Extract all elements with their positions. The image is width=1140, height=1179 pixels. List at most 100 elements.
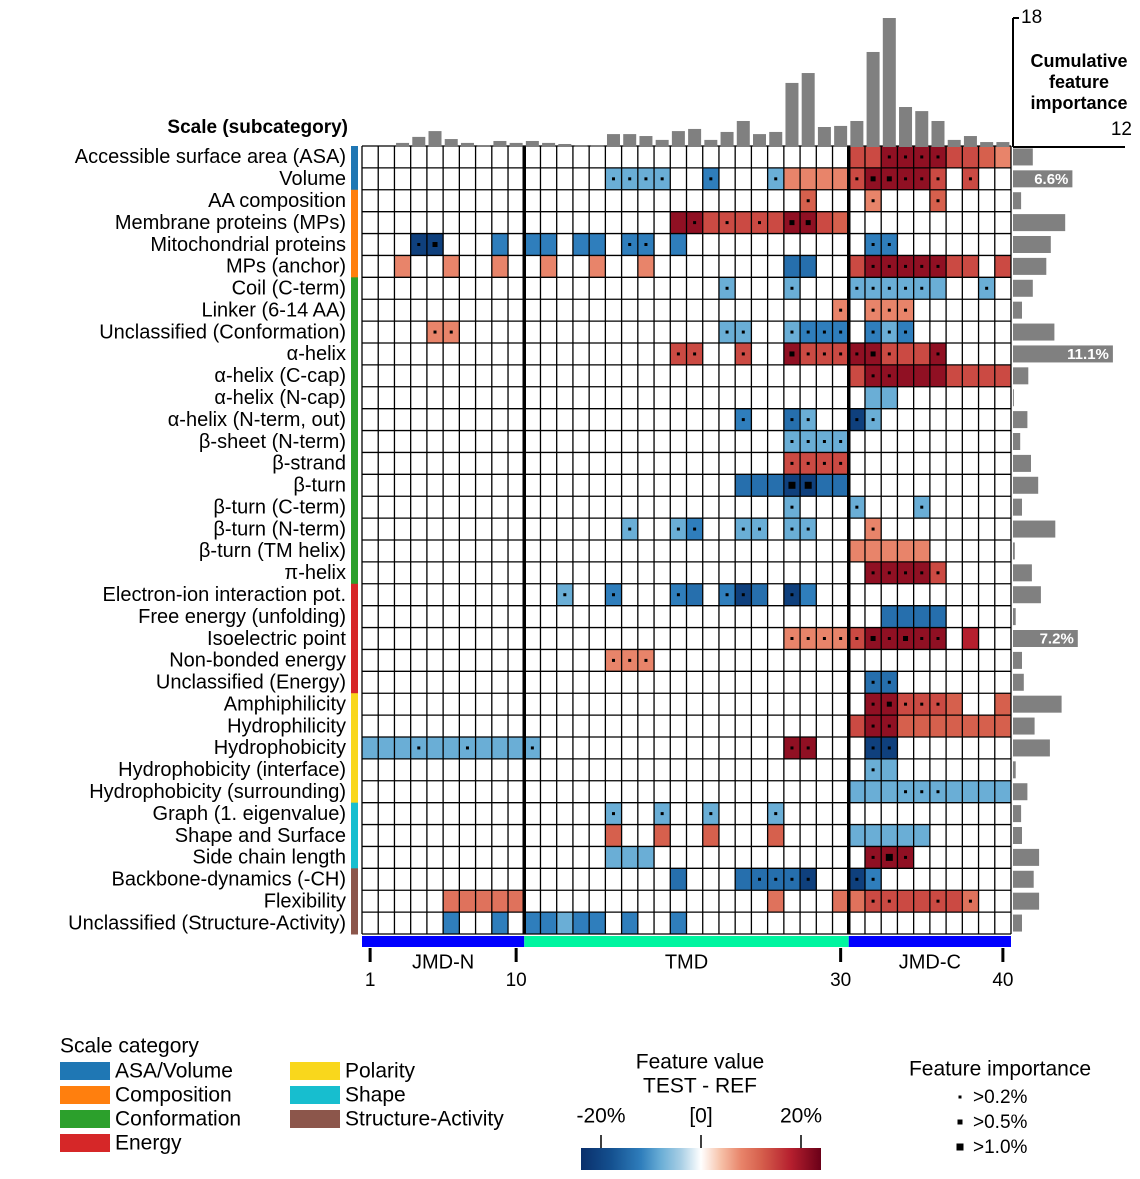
importance-marker bbox=[790, 593, 794, 597]
x-tick-label: 10 bbox=[506, 970, 527, 991]
importance-marker bbox=[417, 746, 421, 750]
top-bar bbox=[542, 142, 556, 147]
category-strip bbox=[351, 189, 358, 213]
importance-marker bbox=[806, 637, 810, 640]
importance-bar bbox=[1013, 323, 1055, 341]
row-label: Membrane proteins (MPs) bbox=[115, 212, 346, 234]
importance-marker bbox=[676, 593, 680, 597]
colorbar-tick-label: [0] bbox=[689, 1105, 712, 1128]
heat-cell bbox=[929, 277, 947, 300]
heat-cell bbox=[881, 386, 898, 409]
category-strip bbox=[351, 321, 358, 344]
heat-cell bbox=[556, 912, 573, 934]
heat-cell bbox=[913, 715, 930, 737]
importance-marker bbox=[790, 461, 794, 465]
heat-cell bbox=[702, 824, 719, 847]
heat-cell bbox=[670, 211, 687, 234]
heat-cell bbox=[962, 255, 979, 278]
row-label: α-helix bbox=[287, 343, 346, 365]
legend-swatch bbox=[60, 1086, 110, 1104]
category-strip bbox=[351, 343, 358, 366]
category-strip bbox=[351, 496, 358, 519]
importance-marker bbox=[886, 701, 892, 707]
heat-cell bbox=[524, 912, 541, 934]
importance-bar bbox=[1013, 367, 1029, 385]
importance-marker bbox=[887, 746, 891, 750]
importance-marker bbox=[871, 877, 875, 881]
heat-cell bbox=[637, 846, 655, 869]
importance-bar bbox=[1013, 761, 1016, 779]
colorbar-tick-label: 20% bbox=[780, 1105, 822, 1128]
row-label: π-helix bbox=[284, 562, 346, 584]
importance-marker bbox=[904, 790, 908, 794]
heat-cell bbox=[443, 255, 460, 278]
importance-bar bbox=[1013, 192, 1022, 210]
importance-marker bbox=[936, 702, 940, 706]
heat-cell bbox=[572, 912, 590, 934]
top-bar bbox=[688, 128, 702, 147]
heat-cell bbox=[394, 737, 411, 759]
importance-marker bbox=[790, 330, 794, 334]
importance-marker bbox=[790, 527, 794, 531]
importance-marker bbox=[628, 243, 632, 246]
heat-cell bbox=[848, 364, 865, 387]
importance-marker bbox=[790, 418, 794, 422]
importance-marker bbox=[871, 308, 875, 312]
heat-cell bbox=[378, 737, 395, 759]
importance-marker bbox=[871, 330, 875, 334]
legend-label: ASA/Volume bbox=[115, 1060, 233, 1083]
legend-swatch bbox=[290, 1110, 340, 1128]
heat-cell bbox=[946, 780, 963, 803]
top-bar bbox=[915, 111, 929, 147]
row-label: Flexibility bbox=[264, 890, 346, 912]
importance-marker bbox=[887, 264, 891, 268]
importance-marker bbox=[660, 177, 664, 181]
row-label: Unclassified (Energy) bbox=[156, 672, 346, 694]
heat-cell bbox=[491, 255, 509, 278]
importance-marker bbox=[822, 440, 826, 443]
region-label: TMD bbox=[665, 951, 708, 973]
importance-marker bbox=[855, 286, 859, 290]
top-bar bbox=[477, 145, 491, 147]
top-bar bbox=[850, 120, 864, 147]
importance-marker bbox=[822, 330, 826, 334]
category-strip bbox=[351, 780, 358, 804]
importance-marker bbox=[871, 243, 875, 246]
legend-label: Energy bbox=[115, 1132, 182, 1155]
importance-marker bbox=[789, 351, 795, 357]
importance-marker bbox=[806, 352, 810, 356]
category-strip bbox=[351, 474, 358, 497]
heat-cell bbox=[443, 912, 460, 934]
heat-cell bbox=[832, 474, 849, 497]
heat-cell bbox=[913, 540, 930, 562]
importance-legend-title: Feature importance bbox=[909, 1058, 1091, 1081]
importance-marker bbox=[758, 527, 762, 531]
category-strip bbox=[351, 737, 358, 760]
heat-cell bbox=[897, 540, 914, 562]
importance-marker bbox=[790, 877, 794, 881]
top-bar bbox=[899, 107, 913, 147]
category-strip bbox=[351, 408, 358, 432]
importance-bar bbox=[1013, 411, 1028, 429]
importance-marker bbox=[904, 308, 908, 312]
importance-marker bbox=[871, 374, 875, 378]
heat-cell bbox=[508, 737, 525, 759]
heat-cell bbox=[864, 386, 882, 409]
importance-bar bbox=[1013, 148, 1033, 166]
importance-marker bbox=[822, 352, 826, 356]
category-strip bbox=[351, 146, 358, 169]
importance-bar bbox=[1013, 170, 1073, 188]
row-label: Unclassified (Structure-Activity) bbox=[68, 912, 346, 934]
legend-swatch bbox=[60, 1062, 110, 1080]
importance-marker bbox=[920, 505, 924, 509]
importance-marker bbox=[887, 243, 891, 246]
category-strip bbox=[351, 364, 358, 388]
importance-marker bbox=[563, 593, 567, 597]
importance-marker bbox=[920, 155, 924, 159]
row-label: Graph (1. eigenvalue) bbox=[153, 803, 346, 825]
importance-marker bbox=[985, 286, 989, 290]
importance-marker bbox=[887, 155, 891, 159]
top-bar bbox=[753, 134, 767, 147]
importance-marker bbox=[920, 790, 924, 794]
heat-cell bbox=[978, 364, 995, 387]
